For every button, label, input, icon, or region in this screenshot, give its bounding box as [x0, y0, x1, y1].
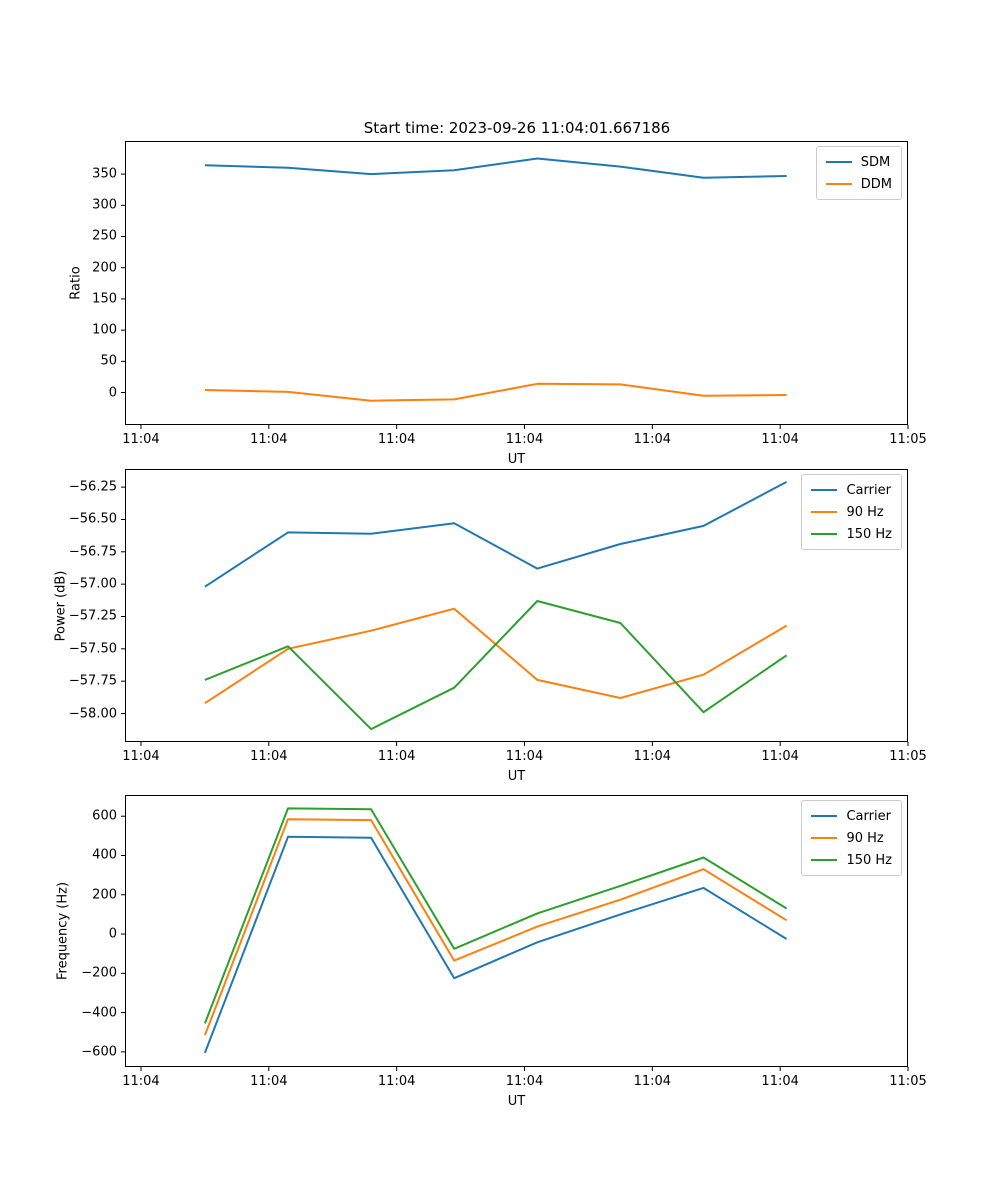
- x-tick-label: 11:04: [761, 749, 799, 764]
- figure-title: Start time: 2023-09-26 11:04:01.667186: [363, 119, 671, 137]
- legend-label: 150 Hz: [846, 852, 892, 868]
- legend-item-sdm: SDM: [825, 151, 892, 173]
- y-tick-label: 50: [100, 353, 117, 369]
- y-tick-label: 300: [92, 197, 117, 213]
- axes-frame: [125, 141, 908, 425]
- legend-label: Carrier: [846, 808, 891, 824]
- x-tick-label: 11:04: [377, 749, 416, 764]
- x-tick-label: 11:04: [250, 432, 288, 447]
- legend-label: 150 Hz: [846, 526, 892, 542]
- y-tick-label: −57.75: [68, 673, 117, 689]
- axes-frame: [125, 469, 908, 742]
- legend-item-150-hz: 150 Hz: [811, 523, 892, 545]
- legend-label: Carrier: [846, 482, 891, 498]
- y-tick-label: −56.50: [68, 511, 117, 527]
- legend-label: 90 Hz: [846, 504, 884, 520]
- x-axis-label-ut-1: UT: [507, 452, 526, 467]
- x-tick-label: 11:04: [377, 1074, 416, 1089]
- subplot-frequency: Frequency (Hz) Carrier 90 Hz 150 Hz UT −60…: [56, 795, 927, 1109]
- legend-label: 90 Hz: [846, 830, 884, 846]
- y-tick-label: 0: [108, 926, 117, 942]
- x-tick-label: 11:05: [889, 1074, 927, 1089]
- x-tick-label: 11:05: [889, 432, 927, 447]
- legend-item-150-hz: 150 Hz: [811, 849, 892, 871]
- x-axis-label-ut-2: UT: [507, 769, 526, 784]
- x-tick-label: 11:04: [505, 432, 544, 447]
- legend-line-sample: [811, 488, 838, 492]
- legend-frequency: Carrier 90 Hz 150 Hz: [801, 800, 902, 876]
- line-frequency-carrier: [203, 835, 788, 1054]
- x-tick-label: 11:04: [633, 1074, 672, 1089]
- x-tick-label: 11:04: [633, 432, 672, 447]
- x-tick-label: 11:04: [761, 1074, 799, 1089]
- y-tick-label: 400: [92, 847, 117, 863]
- axes-ratio: [121, 141, 909, 429]
- y-tick-label: −600: [81, 1044, 117, 1060]
- axes-frame: [125, 795, 908, 1067]
- y-tick-label: 200: [92, 260, 117, 276]
- plot-area-power: [121, 469, 909, 746]
- y-tick-label: 350: [92, 166, 117, 182]
- legend-line-sample: [811, 836, 838, 840]
- subplot-ratio: Ratio SDM DDM UT 0 50 100 150 200 250 300 350 11:…: [69, 141, 927, 467]
- x-tick-label: 11:04: [633, 749, 672, 764]
- x-axis-label-ut-3: UT: [507, 1094, 526, 1109]
- y-tick-label: −200: [81, 965, 117, 981]
- plot-area-frequency: [121, 795, 909, 1071]
- y-tick-label: 200: [92, 887, 117, 903]
- y-tick-label: −56.75: [68, 544, 117, 560]
- plot-area-ratio: [121, 141, 909, 429]
- line-power-carrier: [204, 481, 788, 588]
- legend-item-90-hz: 90 Hz: [811, 827, 892, 849]
- x-tick-label: 11:04: [122, 749, 160, 764]
- x-tick-label: 11:04: [122, 432, 160, 447]
- x-tick-label: 11:05: [889, 749, 927, 764]
- x-tick-label: 11:04: [505, 1074, 544, 1089]
- y-tick-label: −58.00: [68, 706, 117, 722]
- x-tick-label: 11:04: [377, 432, 416, 447]
- x-tick-label: 11:04: [122, 1074, 160, 1089]
- y-tick-label: 150: [92, 291, 117, 307]
- legend-item-carrier: Carrier: [811, 805, 892, 827]
- line-ratio-sdm: [204, 157, 787, 179]
- legend-label: SDM: [860, 154, 891, 170]
- legend-item-90-hz: 90 Hz: [811, 501, 892, 523]
- x-tick-label: 11:04: [250, 1074, 288, 1089]
- axes-power: [121, 469, 909, 746]
- y-tick-label: −57.50: [68, 641, 117, 657]
- y-axis-label-frequency: Frequency (Hz): [55, 881, 71, 981]
- line-power-150-hz: [204, 600, 788, 731]
- legend-ratio: SDM DDM: [815, 146, 902, 200]
- legend-power: Carrier 90 Hz 150 Hz: [801, 474, 902, 550]
- y-tick-label: 0: [108, 385, 117, 401]
- y-axis-label-power: Power (dB): [53, 570, 69, 641]
- y-tick-label: 250: [92, 228, 117, 244]
- subplot-power: Power (dB) Carrier 90 Hz 150 Hz UT −58.00 −…: [54, 469, 927, 784]
- legend-label: DDM: [860, 176, 892, 192]
- y-tick-label: −56.25: [68, 479, 117, 495]
- line-frequency-90-hz: [203, 818, 788, 1036]
- y-axis-label-ratio: Ratio: [68, 266, 84, 300]
- legend-item-ddm: DDM: [825, 173, 892, 195]
- axes-frequency: [121, 795, 909, 1071]
- legend-item-carrier: Carrier: [811, 479, 892, 501]
- x-tick-label: 11:04: [250, 749, 288, 764]
- legend-line-sample: [811, 814, 838, 818]
- line-frequency-150-hz: [203, 807, 788, 1024]
- legend-line-sample: [811, 532, 838, 536]
- x-tick-label: 11:04: [761, 432, 799, 447]
- line-ratio-ddm: [204, 382, 787, 402]
- legend-line-sample: [825, 160, 852, 164]
- line-power-90-hz: [204, 607, 788, 705]
- y-tick-label: −57.00: [68, 576, 117, 592]
- y-tick-label: −400: [81, 1005, 117, 1021]
- y-tick-label: 100: [92, 322, 117, 338]
- y-tick-label: −57.25: [68, 608, 117, 624]
- y-tick-label: 600: [92, 808, 117, 824]
- legend-line-sample: [811, 510, 838, 514]
- legend-line-sample: [825, 182, 852, 186]
- legend-line-sample: [811, 858, 838, 862]
- x-tick-label: 11:04: [505, 749, 544, 764]
